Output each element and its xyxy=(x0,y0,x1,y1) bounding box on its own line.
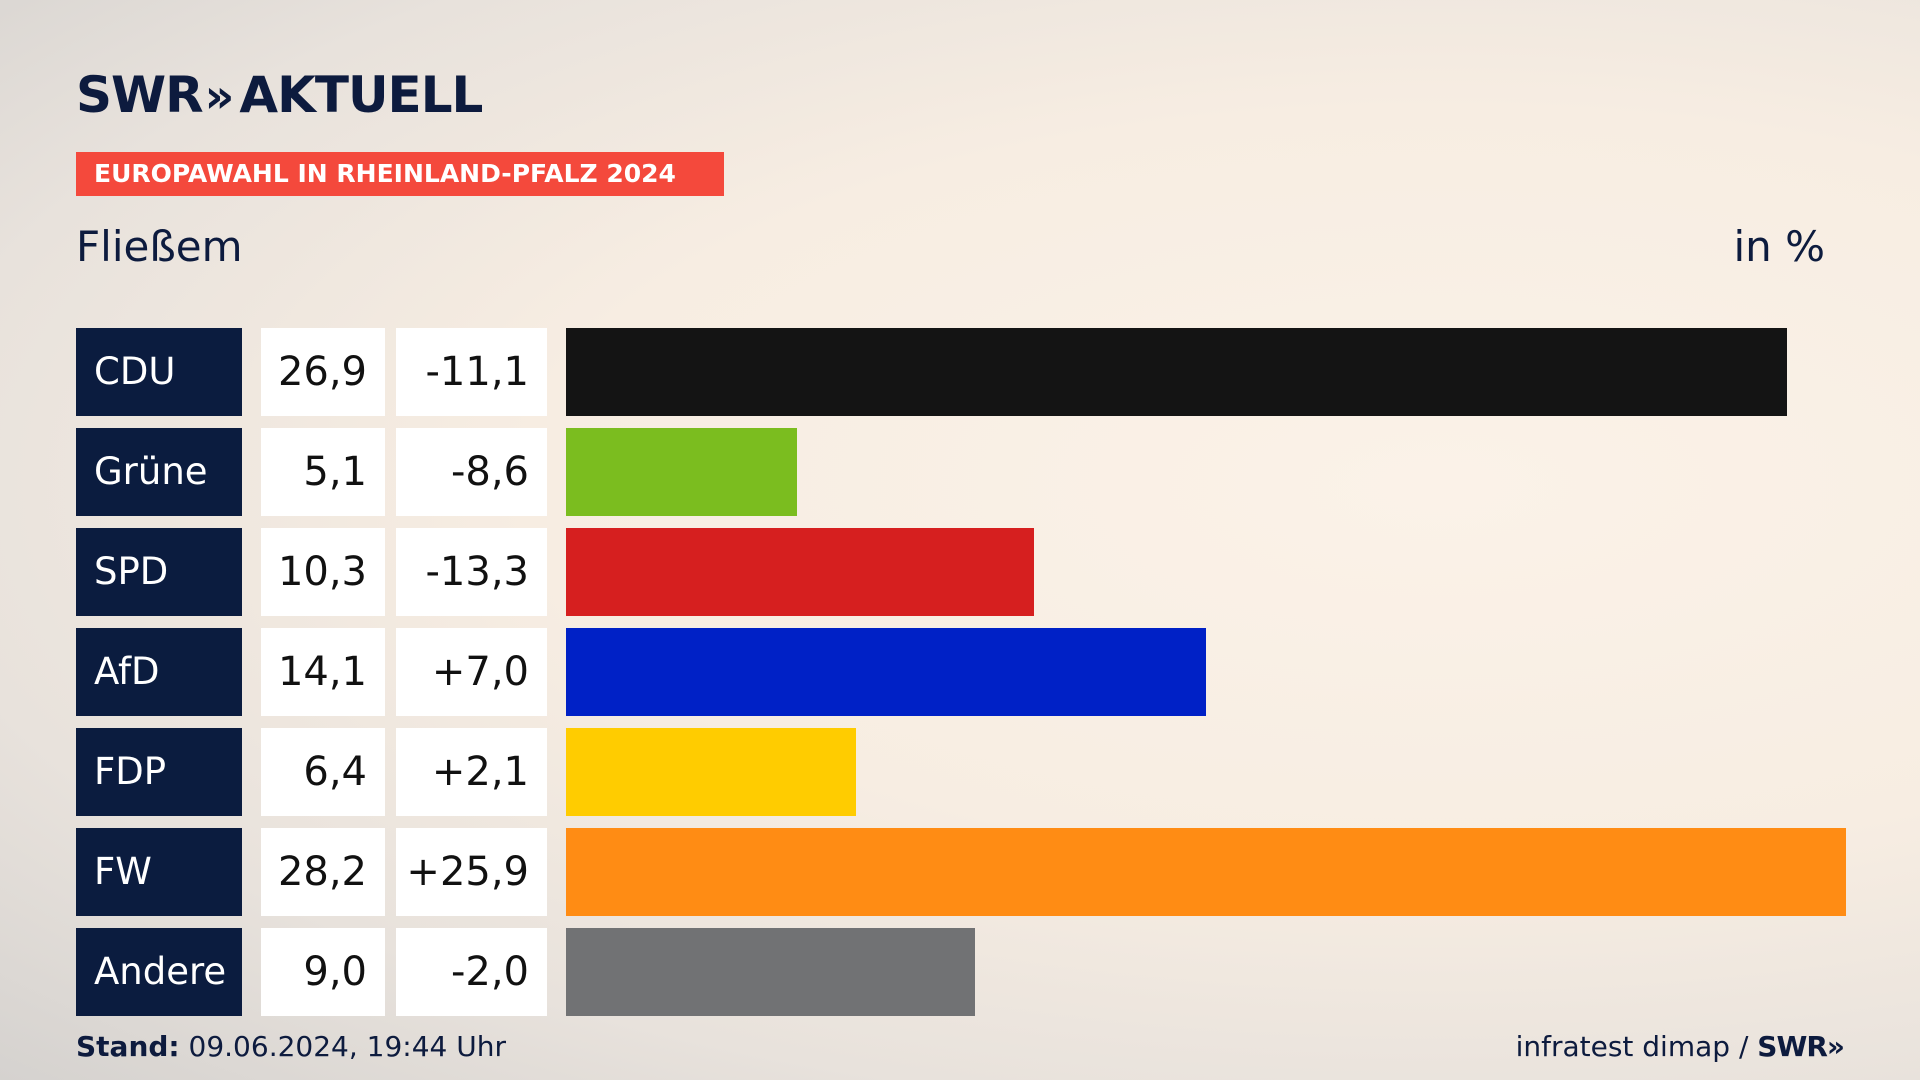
result-row: FW 28,2 +25,9 xyxy=(76,828,1846,916)
change-label: -8,6 xyxy=(396,428,547,516)
result-bar xyxy=(566,328,1787,416)
party-label: Andere xyxy=(76,928,242,1016)
result-bar xyxy=(566,628,1206,716)
vote-share-label: 10,3 xyxy=(261,528,385,616)
result-bar xyxy=(566,428,798,516)
result-row: Grüne 5,1 -8,6 xyxy=(76,428,1846,516)
vote-share-label: 26,9 xyxy=(261,328,385,416)
party-label: FDP xyxy=(76,728,242,816)
change-label: -2,0 xyxy=(396,928,547,1016)
change-label: -11,1 xyxy=(396,328,547,416)
stand-value: 09.06.2024, 19:44 Uhr xyxy=(188,1030,506,1063)
swr-small-logo: SWR» xyxy=(1757,1030,1845,1063)
vote-share-label: 9,0 xyxy=(261,928,385,1016)
party-label: SPD xyxy=(76,528,242,616)
swr-aktuell-logo: SWR» AKTUELL xyxy=(76,66,483,124)
party-label: FW xyxy=(76,828,242,916)
result-bar xyxy=(566,828,1846,916)
result-row: AfD 14,1 +7,0 xyxy=(76,628,1846,716)
municipality-title: Fließem xyxy=(76,222,243,271)
result-row: Andere 9,0 -2,0 xyxy=(76,928,1846,1016)
logo-main: SWR xyxy=(76,66,204,124)
result-bar xyxy=(566,528,1034,616)
unit-label: in % xyxy=(1733,222,1825,271)
party-label: CDU xyxy=(76,328,242,416)
change-label: +2,1 xyxy=(396,728,547,816)
stand-label: Stand: xyxy=(76,1030,180,1063)
timestamp: Stand: 09.06.2024, 19:44 Uhr xyxy=(76,1030,506,1063)
vote-share-label: 5,1 xyxy=(261,428,385,516)
source-credit: infratest dimap / SWR» xyxy=(1515,1030,1845,1063)
result-bar xyxy=(566,928,975,1016)
source-text: infratest dimap / xyxy=(1515,1030,1749,1063)
vote-share-label: 28,2 xyxy=(261,828,385,916)
result-row: CDU 26,9 -11,1 xyxy=(76,328,1846,416)
result-bar xyxy=(566,728,857,816)
result-row: SPD 10,3 -13,3 xyxy=(76,528,1846,616)
result-row: FDP 6,4 +2,1 xyxy=(76,728,1846,816)
logo-suffix: AKTUELL xyxy=(239,66,483,124)
change-label: -13,3 xyxy=(396,528,547,616)
party-label: Grüne xyxy=(76,428,242,516)
vote-share-label: 14,1 xyxy=(261,628,385,716)
logo-chevron-icon: » xyxy=(204,69,235,123)
change-label: +25,9 xyxy=(396,828,547,916)
election-banner: EUROPAWAHL IN RHEINLAND-PFALZ 2024 xyxy=(76,152,724,196)
party-label: AfD xyxy=(76,628,242,716)
change-label: +7,0 xyxy=(396,628,547,716)
vote-share-label: 6,4 xyxy=(261,728,385,816)
